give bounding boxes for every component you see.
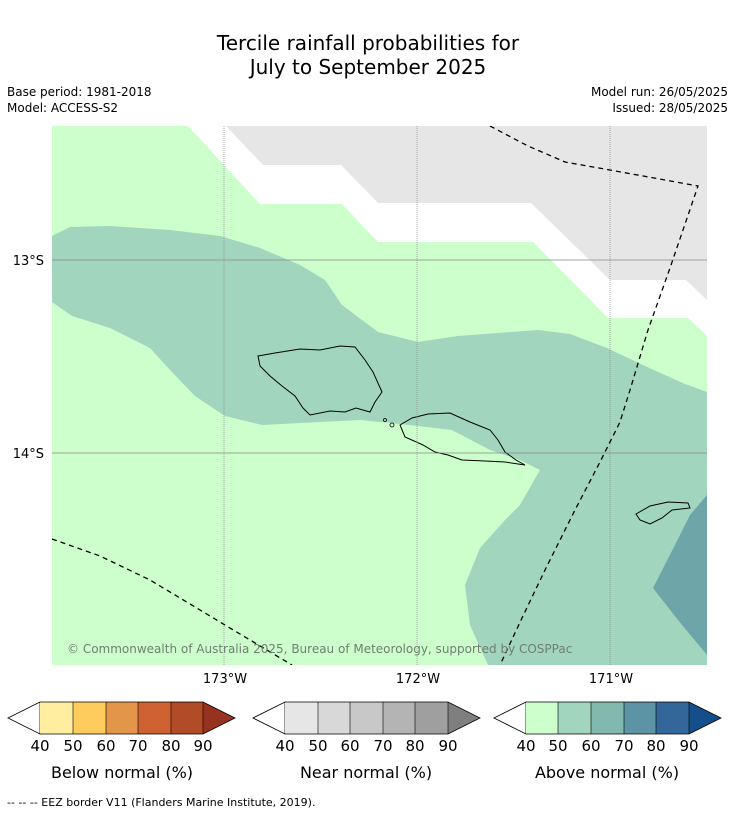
title-line-2: July to September 2025 <box>249 55 487 79</box>
colorbar-below-tick: 70 <box>128 737 147 755</box>
colorbar-below-swatch <box>73 702 106 734</box>
colorbar-above: 40 50 60 70 80 90 Above normal (%) <box>493 701 722 782</box>
colorbar-below-swatch <box>171 702 203 734</box>
lon-label-173w: 173°W <box>203 672 247 687</box>
colorbar-near-tick: 60 <box>340 737 359 755</box>
colorbar-above-swatch <box>624 702 656 734</box>
colorbar-below-tick: 80 <box>161 737 180 755</box>
colorbar-below-tick: 60 <box>96 737 115 755</box>
model-name: Model: ACCESS-S2 <box>7 101 119 115</box>
copyright-text: © Commonwealth of Australia 2025, Bureau… <box>67 642 572 656</box>
colorbar-below-tick: 40 <box>30 737 49 755</box>
colorbar-below-label: Below normal (%) <box>51 763 193 782</box>
colorbar-near-swatch <box>318 702 350 734</box>
colorbar-below-swatch <box>138 702 171 734</box>
map-title: Tercile rainfall probabilities for July … <box>0 31 736 79</box>
colorbar-near-swatch <box>285 702 318 734</box>
colorbar-above-min-cap <box>493 701 527 735</box>
upolu-island <box>399 412 526 466</box>
above-normal-60-region <box>653 495 707 655</box>
colorbar-near-swatch <box>383 702 415 734</box>
colorbar-below-swatch <box>106 702 138 734</box>
title-line-1: Tercile rainfall probabilities for <box>216 31 520 55</box>
colorbar-above-swatch <box>526 702 558 734</box>
tutuila-island <box>635 501 691 525</box>
colorbar-above-tick: 70 <box>614 737 633 755</box>
colorbar-near-tick: 90 <box>438 737 457 755</box>
issued-date: Issued: 28/05/2025 <box>612 101 728 115</box>
colorbar-near-swatch <box>415 702 448 734</box>
colorbar-above-tick: 90 <box>679 737 698 755</box>
savaii-island <box>257 345 383 416</box>
model-run: Model run: 26/05/2025 <box>590 85 728 99</box>
lat-label-14s: 14°S <box>13 447 44 462</box>
above-normal-50-region <box>52 226 707 665</box>
colorbar-near-tick: 40 <box>275 737 294 755</box>
islet <box>383 418 387 422</box>
colorbar-near-tick: 50 <box>308 737 327 755</box>
info-right: Model run: 26/05/2025 Issued: 28/05/2025 <box>591 84 728 116</box>
colorbar-above-swatch <box>558 702 591 734</box>
map-area: © Commonwealth of Australia 2025, Bureau… <box>52 126 707 665</box>
eez-border <box>52 126 699 665</box>
colorbar-above-tick: 50 <box>548 737 567 755</box>
colorbar-above-label: Above normal (%) <box>535 763 679 782</box>
info-left: Base period: 1981-2018 Model: ACCESS-S2 <box>7 84 152 116</box>
islet <box>389 422 395 428</box>
lon-label-171w: 171°W <box>589 672 633 687</box>
colorbar-near-swatch <box>350 702 383 734</box>
colorbar-above-swatch <box>656 702 689 734</box>
colorbar-near: 40 50 60 70 80 90 Near normal (%) <box>252 701 481 782</box>
colorbar-below-max-cap <box>203 702 235 734</box>
colorbar-above-tick: 80 <box>646 737 665 755</box>
base-period: Base period: 1981-2018 <box>7 85 152 99</box>
eez-legend-note: -- -- -- EEZ border V11 (Flanders Marine… <box>7 796 316 809</box>
lat-label-13s: 13°S <box>13 254 44 269</box>
colorbar-near-label: Near normal (%) <box>300 763 432 782</box>
colorbar-near-tick: 80 <box>405 737 424 755</box>
colorbar-near-max-cap <box>448 702 480 734</box>
graticule <box>52 126 707 665</box>
lon-label-172w: 172°W <box>396 672 440 687</box>
colorbar-below-min-cap <box>7 701 41 735</box>
colorbar-near-min-cap <box>252 701 286 735</box>
colorbar-below-swatch <box>40 702 73 734</box>
colorbar-above-max-cap <box>689 702 721 734</box>
colorbar-above-tick: 60 <box>581 737 600 755</box>
colorbar-below-tick: 90 <box>193 737 212 755</box>
near-normal-40-region <box>226 126 707 300</box>
colorbar-near-tick: 70 <box>373 737 392 755</box>
colorbar-below-tick: 50 <box>63 737 82 755</box>
colorbar-above-tick: 40 <box>516 737 535 755</box>
colorbar-above-swatch <box>591 702 624 734</box>
colorbar-below: 40 50 60 70 80 90 Below normal (%) <box>7 701 236 782</box>
